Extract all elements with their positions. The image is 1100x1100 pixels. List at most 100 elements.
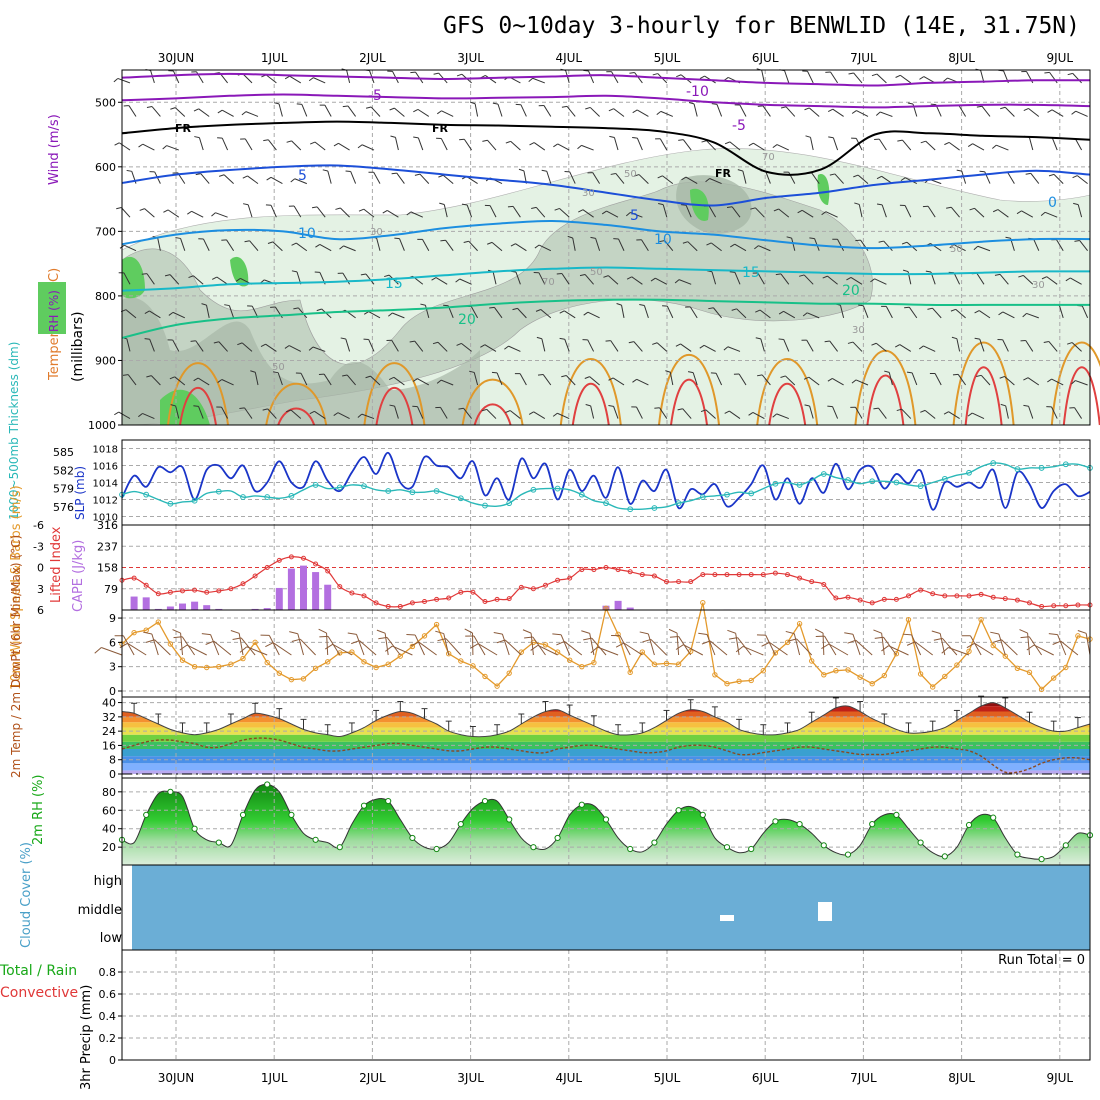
upper-wind-barb <box>582 209 594 218</box>
upper-wind-barb-flag <box>193 377 199 382</box>
surface-wind-barb-flag <box>556 640 565 646</box>
precip-panel: 0 0.2 0.4 0.6 0.8 Run Total = 0 Total / Rain Co… <box>0 949 1091 1090</box>
isotherm-label: 15 <box>385 276 403 292</box>
upper-wind-barb-flag <box>797 209 803 214</box>
upper-wind-barb-flag <box>680 204 687 206</box>
upper-wind-barb <box>198 406 204 419</box>
upper-wind-barb-flag <box>805 135 811 138</box>
upper-wind-barb-flag <box>626 276 632 280</box>
surface-wind-barb <box>828 643 849 656</box>
upper-wind-barb <box>934 373 942 386</box>
surface-wind-barb <box>793 633 801 656</box>
upper-wind-barb-flag <box>554 207 560 211</box>
upper-wind-barb <box>713 307 722 319</box>
upper-wind-barb <box>169 274 180 285</box>
rh-point <box>239 811 247 818</box>
cape-bar <box>287 568 295 610</box>
upper-wind-barb-flag <box>871 342 877 346</box>
upper-wind-barb-flag <box>333 142 339 147</box>
upper-wind-barb <box>519 373 527 386</box>
upper-wind-barb <box>776 413 789 420</box>
upper-wind-barb <box>587 339 595 352</box>
upper-wind-barb-flag <box>1000 106 1006 110</box>
wind-speed-line <box>121 602 1091 691</box>
upper-wind-barb <box>215 212 228 218</box>
upper-wind-barb-flag <box>316 308 322 312</box>
temp-band <box>122 706 1090 712</box>
upper-wind-barb-flag <box>1005 236 1011 239</box>
upper-wind-barb-flag <box>608 377 614 381</box>
upper-wind-barb <box>463 407 472 419</box>
upper-wind-barb-flag <box>846 276 852 281</box>
upper-wind-barb-flag <box>296 103 302 105</box>
upper-wind-barb-flag <box>114 142 120 146</box>
upper-wind-barb <box>738 373 747 386</box>
upper-wind-barb-flag <box>583 311 589 316</box>
upper-wind-barb <box>618 238 625 251</box>
surface-wind-barb-flag <box>931 630 941 634</box>
surface-wind-barb <box>796 638 813 656</box>
y-tick-label: 0 <box>109 685 116 698</box>
li-point <box>567 575 573 581</box>
li-point <box>325 568 331 574</box>
upper-wind-barb-flag <box>748 412 754 416</box>
surface-wind-barb-flag <box>470 643 479 649</box>
cloud-row-label: high <box>94 874 122 889</box>
upper-wind-barb-flag <box>633 174 640 177</box>
y-tick-label: 0.6 <box>99 988 117 1001</box>
surface-wind-barb <box>392 645 413 656</box>
upper-wind-barb-flag <box>122 374 129 376</box>
li-point <box>918 587 924 593</box>
wind-speed-point <box>760 668 766 674</box>
upper-wind-barb-flag <box>577 144 582 150</box>
y-tick-label: 0 <box>109 1054 116 1067</box>
upper-wind-barb <box>832 108 844 117</box>
li-point <box>797 575 803 581</box>
upper-wind-barb-flag <box>242 175 248 179</box>
upper-wind-barb-flag <box>470 101 476 105</box>
cloud-ylabel: Cloud Cover (%) <box>19 842 34 948</box>
upper-wind-barb-flag <box>974 337 980 340</box>
upper-wind-barb-flag <box>168 311 174 316</box>
isotherm-label: 5 <box>630 208 639 224</box>
upper-wind-barb <box>791 237 796 251</box>
boundary-isotherm-25 <box>363 362 426 426</box>
li-point <box>930 591 936 597</box>
upper-wind-barb-flag <box>388 376 395 381</box>
wind-speed-point <box>724 681 730 687</box>
upper-wind-barb <box>1053 174 1064 184</box>
top-date-label: 30JUN <box>158 51 195 65</box>
wind-speed-point <box>373 664 379 671</box>
upper-wind-barb <box>1028 108 1040 117</box>
upper-wind-barb-flag <box>518 168 525 172</box>
rh-point <box>941 853 948 860</box>
upper-wind-barb-flag <box>139 208 145 211</box>
upper-wind-barb <box>669 372 674 386</box>
li-point <box>676 579 682 585</box>
surface-wind-barb <box>765 635 776 656</box>
upper-wind-barb <box>174 107 186 117</box>
rh-contour-label: 30 <box>852 325 865 336</box>
upper-wind-barb-flag <box>394 237 400 240</box>
upper-wind-barb-flag <box>339 245 344 250</box>
li-point <box>494 596 500 602</box>
upper-wind-barb-flag <box>873 407 879 410</box>
upper-wind-barb-flag <box>1016 210 1022 215</box>
upper-wind-barb <box>1051 109 1064 117</box>
surface-wind-barb-flag <box>728 637 738 640</box>
upper-wind-barb <box>839 305 845 318</box>
upper-wind-barb <box>437 341 448 352</box>
upper-wind-barb <box>734 272 741 285</box>
upper-wind-barb <box>198 137 204 151</box>
li-point <box>167 589 173 595</box>
isotherm-20 <box>121 298 1090 339</box>
isotherm-15 <box>121 266 1091 292</box>
li-point <box>288 554 294 560</box>
wind-speed-point <box>954 662 960 668</box>
surface-wind-barb <box>888 645 909 656</box>
upper-wind-barb-flag <box>528 411 534 415</box>
upper-wind-barb-flag <box>164 274 171 277</box>
upper-wind-barb-flag <box>729 271 735 273</box>
top-date-label: 6JUL <box>752 51 779 65</box>
upper-wind-barb-flag <box>293 307 299 310</box>
